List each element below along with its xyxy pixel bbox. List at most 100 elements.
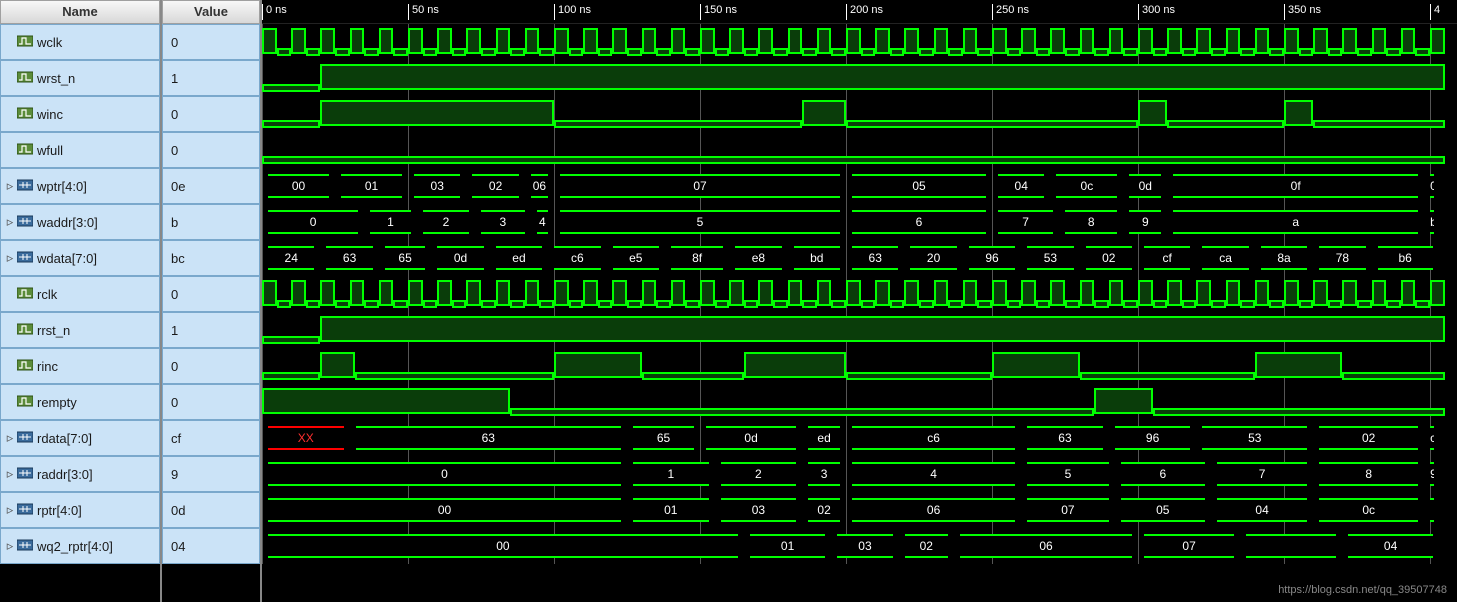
bus-segment: 07 bbox=[560, 174, 840, 198]
ruler-tick: 150 ns bbox=[700, 4, 737, 20]
value-cell[interactable]: 0 bbox=[162, 132, 260, 168]
bus-segment: 07 bbox=[1144, 534, 1234, 558]
wave-row[interactable]: 2463650dedc6e58fe8bd6320965302cfca8a78b6 bbox=[262, 240, 1457, 276]
signal-row[interactable]: wclk bbox=[0, 24, 160, 60]
bus-segment: b bbox=[1430, 210, 1434, 234]
value-cell[interactable]: 1 bbox=[162, 60, 260, 96]
bus-segment: 96 bbox=[969, 246, 1015, 270]
time-ruler[interactable]: 0 ns50 ns100 ns150 ns200 ns250 ns300 ns3… bbox=[262, 0, 1457, 24]
value-header[interactable]: Value bbox=[162, 0, 260, 24]
name-header[interactable]: Name bbox=[0, 0, 160, 24]
wave-row[interactable] bbox=[262, 312, 1457, 348]
signal-name: winc bbox=[37, 107, 63, 122]
signal-row[interactable]: ▹waddr[3:0] bbox=[0, 204, 160, 240]
signal-row[interactable]: ▹ raddr[3:0] bbox=[0, 456, 160, 492]
bus-segment: 6 bbox=[1121, 462, 1205, 486]
bus-segment: 03 bbox=[721, 498, 797, 522]
bus-segment: 9 bbox=[1129, 210, 1161, 234]
bus-segment: e5 bbox=[613, 246, 659, 270]
value-cell[interactable]: 0 bbox=[162, 348, 260, 384]
signal-name: wclk bbox=[37, 35, 62, 50]
bus-segment: 01 bbox=[341, 174, 402, 198]
expand-icon[interactable]: ▹ bbox=[5, 178, 15, 194]
signal-name: wrst_n bbox=[37, 71, 75, 86]
signal-row[interactable]: winc bbox=[0, 96, 160, 132]
signal-icon bbox=[17, 430, 37, 447]
value-cell[interactable]: bc bbox=[162, 240, 260, 276]
bus-segment: 4 bbox=[852, 462, 1015, 486]
wave-row[interactable]: 00010302060704 bbox=[262, 528, 1457, 564]
signal-row[interactable]: ▹wdata[7:0] bbox=[0, 240, 160, 276]
signal-row[interactable]: wfull bbox=[0, 132, 160, 168]
wave-row[interactable] bbox=[262, 132, 1457, 168]
wave-row[interactable] bbox=[262, 24, 1457, 60]
signal-row[interactable]: rrst_n bbox=[0, 312, 160, 348]
wave-row[interactable]: 0123456789 bbox=[262, 456, 1457, 492]
bus-segment: 4 bbox=[537, 210, 548, 234]
wave-row[interactable] bbox=[262, 384, 1457, 420]
expand-icon[interactable]: ▹ bbox=[5, 214, 15, 230]
bus-segment: 8 bbox=[1065, 210, 1117, 234]
value-cell[interactable]: 0 bbox=[162, 276, 260, 312]
waveform-area[interactable]: 0 ns50 ns100 ns150 ns200 ns250 ns300 ns3… bbox=[262, 0, 1457, 602]
value-cell[interactable]: cf bbox=[162, 420, 260, 456]
bus-segment: XX bbox=[268, 426, 344, 450]
signal-row[interactable]: wrst_n bbox=[0, 60, 160, 96]
value-cell[interactable]: 0d bbox=[162, 492, 260, 528]
wave-row[interactable]: 00010302060705040c0d0f0 bbox=[262, 168, 1457, 204]
wave-row[interactable]: 00010302060705040c bbox=[262, 492, 1457, 528]
expand-icon[interactable]: ▹ bbox=[5, 430, 15, 446]
value-cell[interactable]: b bbox=[162, 204, 260, 240]
bus-segment: 02 bbox=[1319, 426, 1418, 450]
value-cell[interactable]: 9 bbox=[162, 456, 260, 492]
wave-row[interactable]: 0123456789ab bbox=[262, 204, 1457, 240]
value-cell[interactable]: 1 bbox=[162, 312, 260, 348]
bus-segment: 03 bbox=[837, 534, 892, 558]
bus-segment: 05 bbox=[1121, 498, 1205, 522]
wave-row[interactable] bbox=[262, 96, 1457, 132]
signal-row[interactable]: rempty bbox=[0, 384, 160, 420]
bus-segment: 7 bbox=[1217, 462, 1307, 486]
signal-row[interactable]: ▹wptr[4:0] bbox=[0, 168, 160, 204]
wave-row[interactable] bbox=[262, 276, 1457, 312]
value-panel: Value 01000ebbc0100cf90d04 bbox=[162, 0, 262, 602]
bus-segment: 0 bbox=[268, 210, 358, 234]
value-cell[interactable]: 0 bbox=[162, 24, 260, 60]
value-cell[interactable]: 0 bbox=[162, 384, 260, 420]
value-cell[interactable]: 04 bbox=[162, 528, 260, 564]
ruler-tick: 0 ns bbox=[262, 4, 287, 20]
bus-segment: 02 bbox=[472, 174, 518, 198]
signal-row[interactable]: ▹wq2_rptr[4:0] bbox=[0, 528, 160, 564]
bus-segment: c bbox=[1430, 426, 1434, 450]
wave-row[interactable] bbox=[262, 348, 1457, 384]
bus-segment: 65 bbox=[633, 426, 694, 450]
expand-icon[interactable]: ▹ bbox=[5, 502, 15, 518]
expand-icon[interactable]: ▹ bbox=[5, 466, 15, 482]
value-cell[interactable]: 0e bbox=[162, 168, 260, 204]
bus-segment: 0 bbox=[1430, 174, 1434, 198]
wave-row[interactable]: XX63650dedc663965302c bbox=[262, 420, 1457, 456]
expand-icon[interactable]: ▹ bbox=[5, 538, 15, 554]
bus-segment: 63 bbox=[852, 246, 898, 270]
value-cell[interactable]: 0 bbox=[162, 96, 260, 132]
ruler-tick: 350 ns bbox=[1284, 4, 1321, 20]
signal-name: rclk bbox=[37, 287, 57, 302]
bus-segment: 6 bbox=[852, 210, 986, 234]
signal-row[interactable]: ▹rdata[7:0] bbox=[0, 420, 160, 456]
signal-row[interactable]: ▹rptr[4:0] bbox=[0, 492, 160, 528]
expand-icon[interactable]: ▹ bbox=[5, 250, 15, 266]
bus-segment: a bbox=[1173, 210, 1418, 234]
bus-segment: 2 bbox=[423, 210, 469, 234]
bus-segment: 00 bbox=[268, 498, 621, 522]
bus-segment: 3 bbox=[808, 462, 840, 486]
signal-icon bbox=[17, 250, 37, 267]
wave-row[interactable] bbox=[262, 60, 1457, 96]
bus-segment: 5 bbox=[560, 210, 840, 234]
bus-segment: 06 bbox=[852, 498, 1015, 522]
signal-row[interactable]: rinc bbox=[0, 348, 160, 384]
signal-name: raddr[3:0] bbox=[37, 467, 93, 482]
signal-row[interactable]: rclk bbox=[0, 276, 160, 312]
bus-segment: 04 bbox=[1217, 498, 1307, 522]
bus-segment: 53 bbox=[1027, 246, 1073, 270]
bus-segment: 06 bbox=[960, 534, 1132, 558]
